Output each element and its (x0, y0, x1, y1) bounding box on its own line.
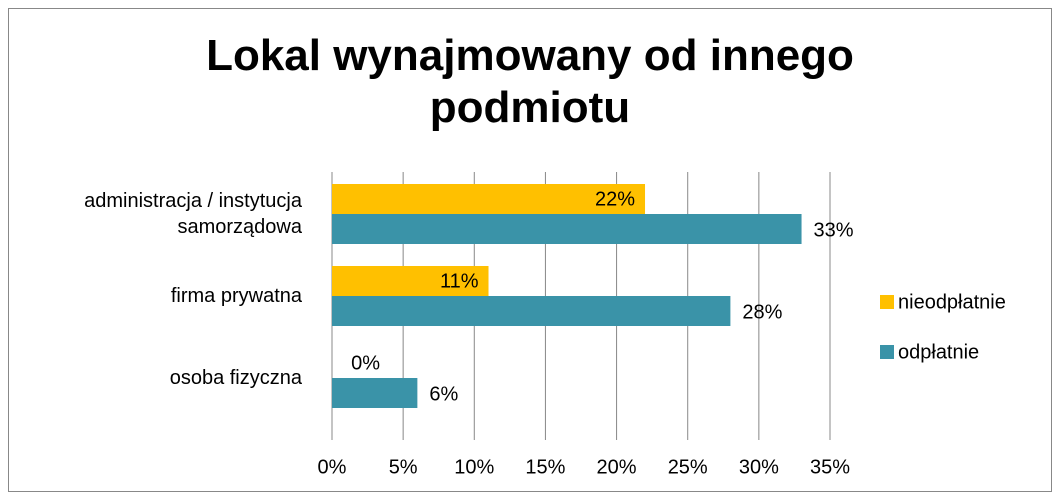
chart-frame (8, 8, 1052, 492)
x-tick-label: 35% (810, 456, 850, 478)
legend-label: nieodpłatnie (898, 291, 1006, 313)
bar (332, 214, 802, 244)
x-tick-label: 0% (318, 456, 347, 478)
y-tick-label: firma prywatna (170, 285, 302, 307)
legend-label: odpłatnie (898, 341, 979, 363)
bar (332, 184, 646, 214)
x-tick-label: 30% (739, 456, 779, 478)
x-tick-label: 5% (389, 456, 418, 478)
chart-title: Lokal wynajmowany od innego podmiotu (206, 31, 854, 132)
data-label: 28% (742, 301, 782, 323)
x-tick-label: 15% (525, 456, 565, 478)
data-label: 0% (351, 352, 380, 374)
x-tick-label: 10% (454, 456, 494, 478)
legend-swatch (880, 345, 894, 359)
bar (332, 378, 418, 408)
y-tick-label: administracja / instytucja samorządowa (84, 190, 302, 238)
legend-swatch (880, 295, 894, 309)
data-label: 22% (595, 188, 635, 210)
data-label: 33% (814, 219, 854, 241)
bar (332, 296, 731, 326)
x-tick-label: 20% (597, 456, 637, 478)
x-tick-label: 25% (668, 456, 708, 478)
data-label: 11% (440, 270, 479, 292)
data-label: 6% (429, 383, 458, 405)
y-tick-label: osoba fizyczna (169, 367, 302, 389)
bar (332, 266, 489, 296)
